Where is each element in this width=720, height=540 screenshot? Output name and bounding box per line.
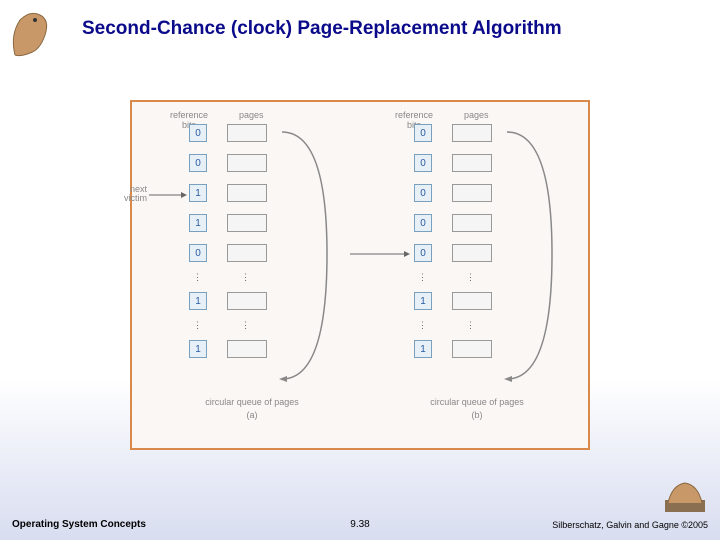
page-frame	[452, 214, 492, 232]
pages-label: pages	[239, 110, 264, 120]
ref-bit: 1	[414, 340, 432, 358]
next-victim-label: next victim	[117, 185, 147, 203]
ellipsis-icon: ⋮	[193, 320, 203, 331]
ref-bit: 1	[189, 184, 207, 202]
panel-a: reference bits pages next victim circula…	[147, 112, 357, 422]
footer-copyright: Silberschatz, Galvin and Gagne ©2005	[552, 520, 708, 530]
pointer-arrow-icon	[350, 250, 410, 258]
page-frame	[452, 340, 492, 358]
page-frame	[227, 124, 267, 142]
ellipsis-icon: ⋮	[466, 320, 476, 331]
ellipsis-icon: ⋮	[466, 272, 476, 283]
footer-left: Operating System Concepts	[12, 519, 146, 530]
pages-label: pages	[464, 110, 489, 120]
panel-a-caption: circular queue of pages	[147, 397, 357, 407]
page-frame	[227, 292, 267, 310]
ref-bit: 1	[414, 292, 432, 310]
ellipsis-icon: ⋮	[193, 272, 203, 283]
ref-bit: 0	[189, 124, 207, 142]
circular-arrow-icon	[277, 124, 337, 389]
panel-b: reference bits pages circular queue of p…	[372, 112, 582, 422]
panel-a-sublabel: (a)	[147, 410, 357, 420]
ref-bit: 0	[414, 184, 432, 202]
ellipsis-icon: ⋮	[241, 272, 251, 283]
page-frame	[452, 244, 492, 262]
page-frame	[452, 292, 492, 310]
ref-bit: 0	[414, 214, 432, 232]
page-frame	[452, 124, 492, 142]
ref-bit: 0	[414, 244, 432, 262]
page-frame	[227, 244, 267, 262]
ref-bit: 0	[414, 124, 432, 142]
algorithm-diagram: reference bits pages next victim circula…	[130, 100, 590, 450]
ref-bit: 0	[189, 244, 207, 262]
footer-page-number: 9.38	[350, 519, 369, 530]
page-frame	[452, 184, 492, 202]
page-frame	[227, 154, 267, 172]
page-frame	[227, 214, 267, 232]
ellipsis-icon: ⋮	[241, 320, 251, 331]
ref-bit: 0	[414, 154, 432, 172]
dinosaur-logo-icon	[5, 5, 65, 65]
dinosaur-logo-small-icon	[660, 475, 710, 515]
page-frame	[227, 184, 267, 202]
panel-b-caption: circular queue of pages	[372, 397, 582, 407]
page-frame	[227, 340, 267, 358]
next-victim-arrow-icon	[149, 191, 187, 199]
ref-bit: 1	[189, 340, 207, 358]
ref-bit: 1	[189, 292, 207, 310]
ellipsis-icon: ⋮	[418, 320, 428, 331]
ellipsis-icon: ⋮	[418, 272, 428, 283]
panel-b-sublabel: (b)	[372, 410, 582, 420]
ref-bit: 1	[189, 214, 207, 232]
slide-title: Second-Chance (clock) Page-Replacement A…	[82, 18, 562, 40]
ref-bit: 0	[189, 154, 207, 172]
page-frame	[452, 154, 492, 172]
circular-arrow-icon	[502, 124, 562, 389]
